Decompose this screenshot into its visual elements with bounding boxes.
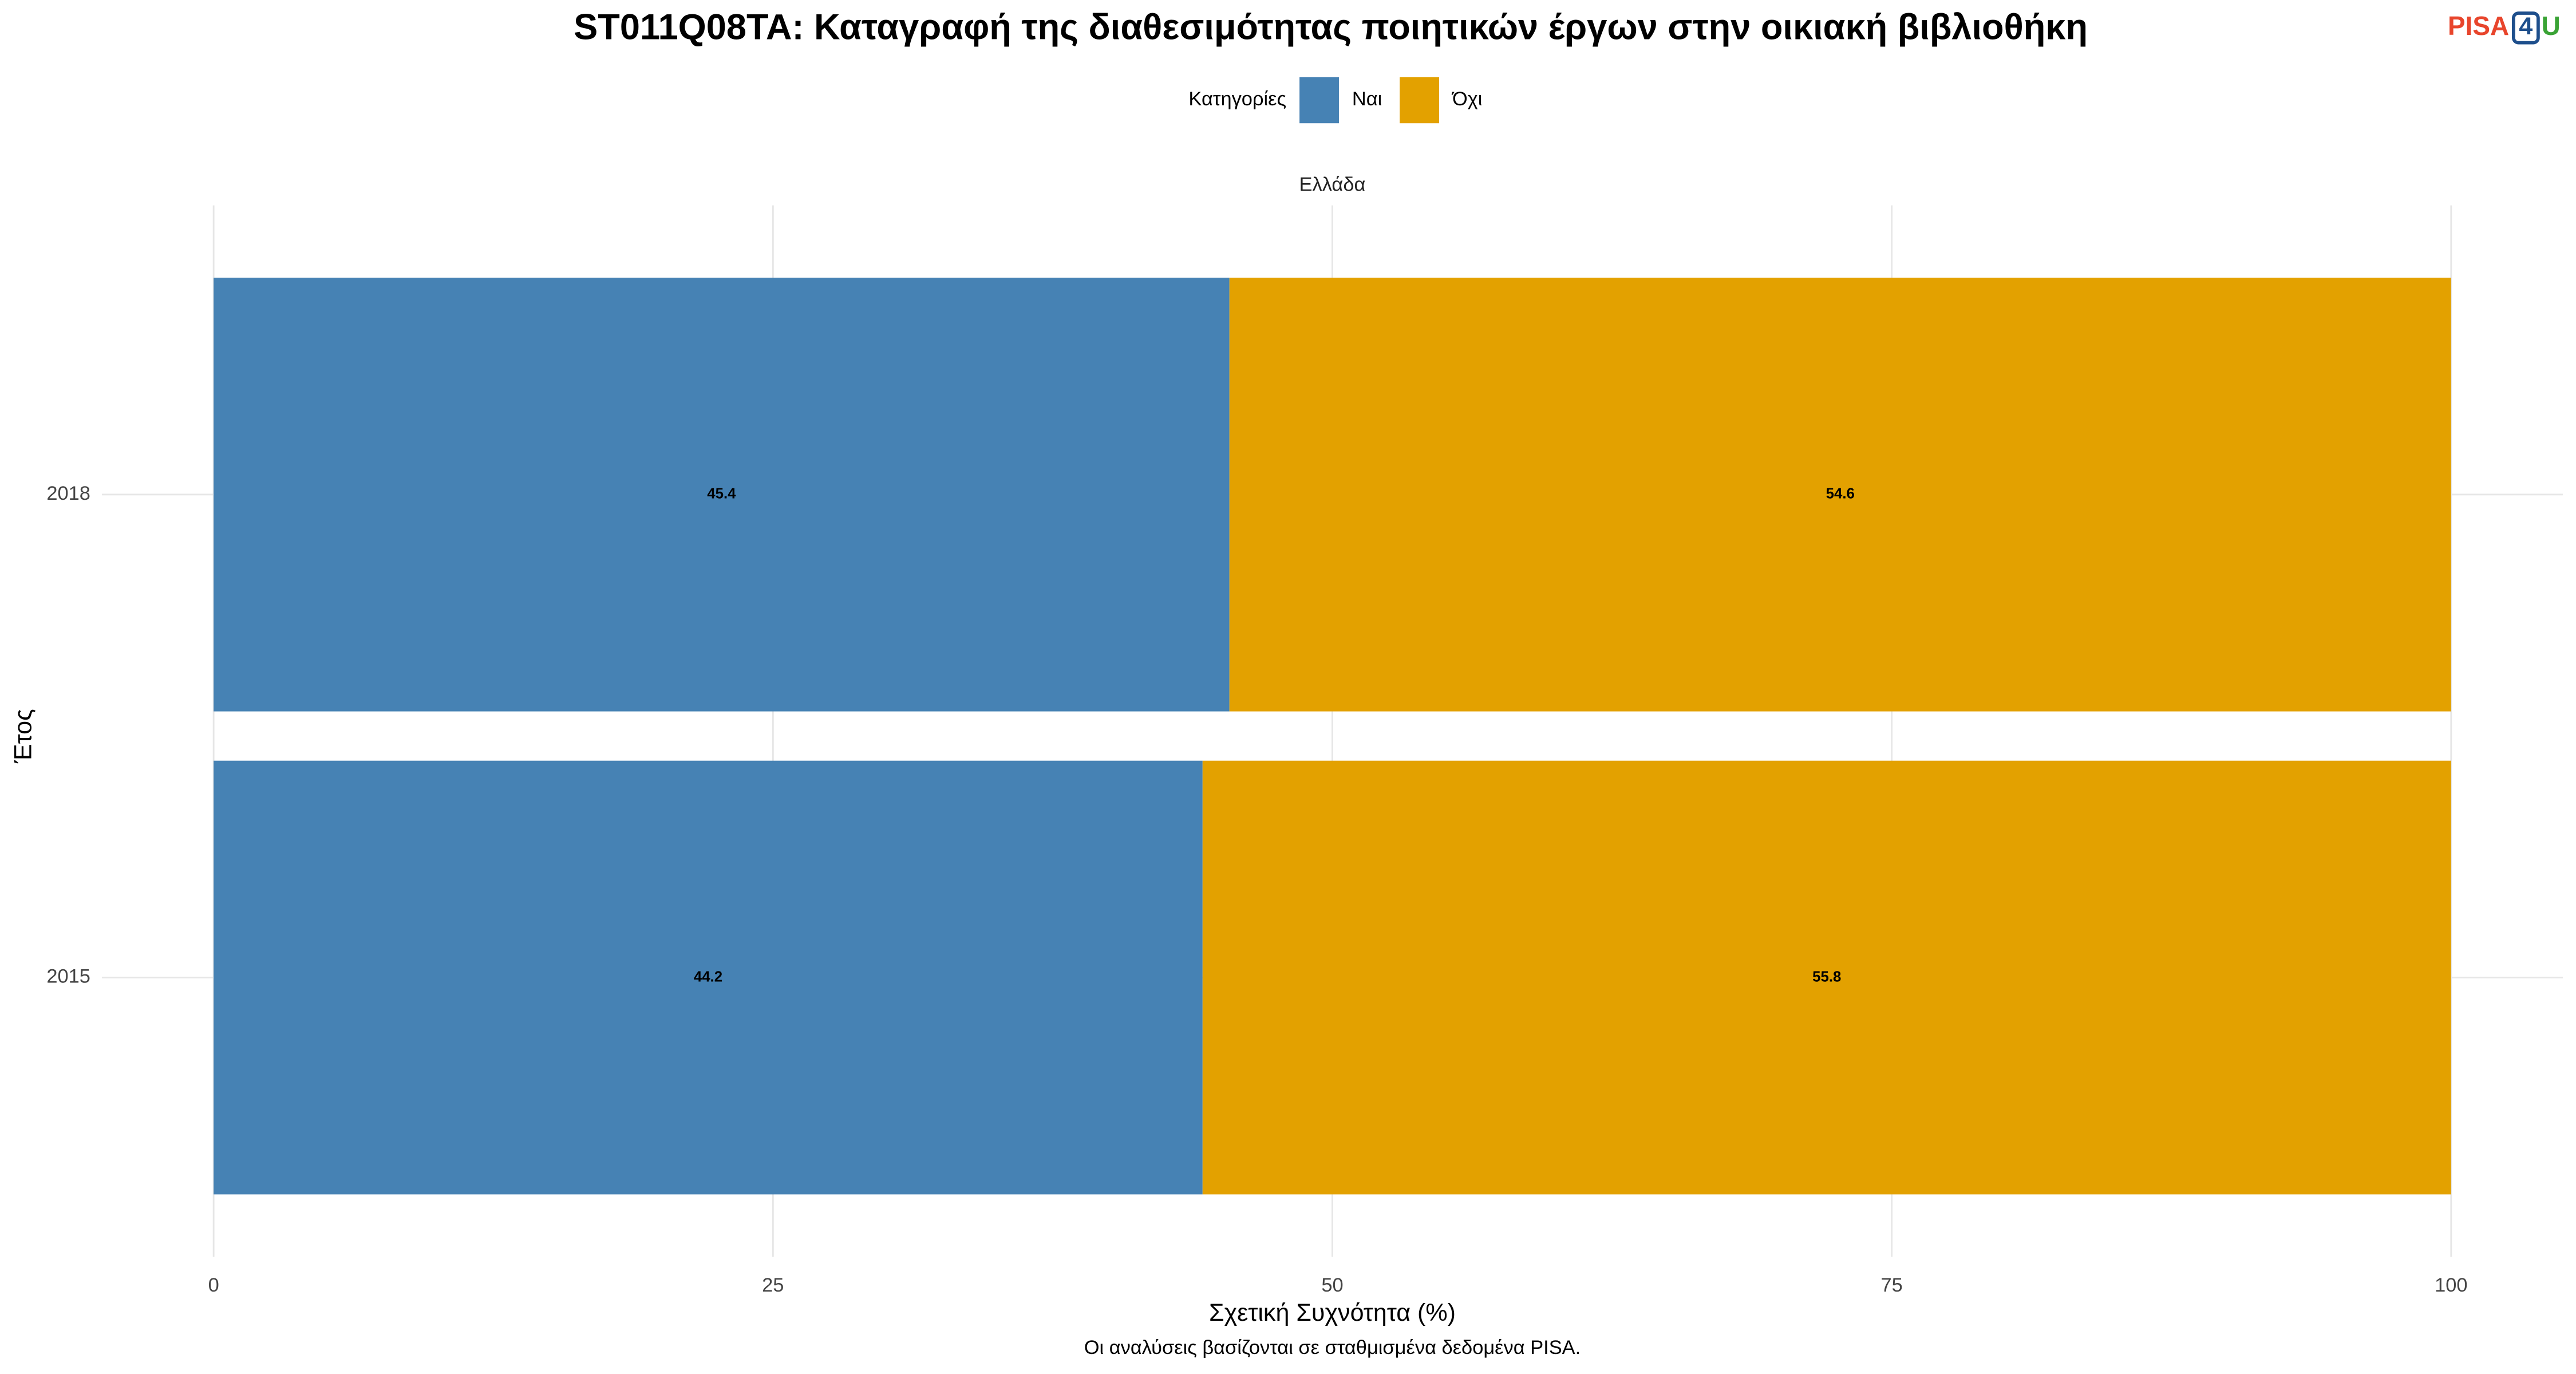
data-label: 54.6 (1826, 486, 1855, 502)
legend-swatch (1400, 77, 1440, 124)
data-label: 45.4 (707, 486, 736, 502)
bar-segment (214, 277, 1230, 712)
logo-text: U (2542, 11, 2561, 41)
logo-text: 4 (2519, 13, 2532, 40)
x-tick-label: 50 (1321, 1274, 1343, 1296)
legend-label: Ναι (1352, 88, 1382, 110)
logo-text: PISA (2448, 11, 2509, 41)
bar-segment (214, 760, 1203, 1195)
chart-title: ST011Q08TA: Καταγραφή της διαθεσιμότητας… (574, 7, 2088, 47)
x-tick-label: 100 (2435, 1274, 2467, 1296)
x-tick-label: 0 (208, 1274, 219, 1296)
logo: PISA 4 U (2448, 11, 2561, 45)
x-tick-label: 75 (1880, 1274, 1902, 1296)
caption: Οι αναλύσεις βασίζονται σε σταθμισμένα δ… (1084, 1337, 1581, 1359)
y-axis-label: Έτος (10, 709, 37, 764)
facet-label: Ελλάδα (1299, 173, 1366, 195)
bar-segment (1229, 277, 2451, 712)
x-axis-label: Σχετική Συχνότητα (%) (1209, 1299, 1456, 1326)
legend-label: Όχι (1451, 88, 1482, 110)
x-tick-label: 25 (762, 1274, 784, 1296)
legend-title: Κατηγορίες (1188, 88, 1286, 110)
data-label: 55.8 (1812, 969, 1841, 985)
logo-box (2511, 11, 2540, 45)
legend-swatch (1299, 77, 1339, 124)
data-label: 44.2 (694, 969, 722, 985)
y-tick-label: 2018 (46, 483, 90, 504)
bar-segment (1202, 760, 2451, 1195)
y-tick-label: 2015 (46, 966, 90, 988)
bars (214, 277, 2451, 1195)
